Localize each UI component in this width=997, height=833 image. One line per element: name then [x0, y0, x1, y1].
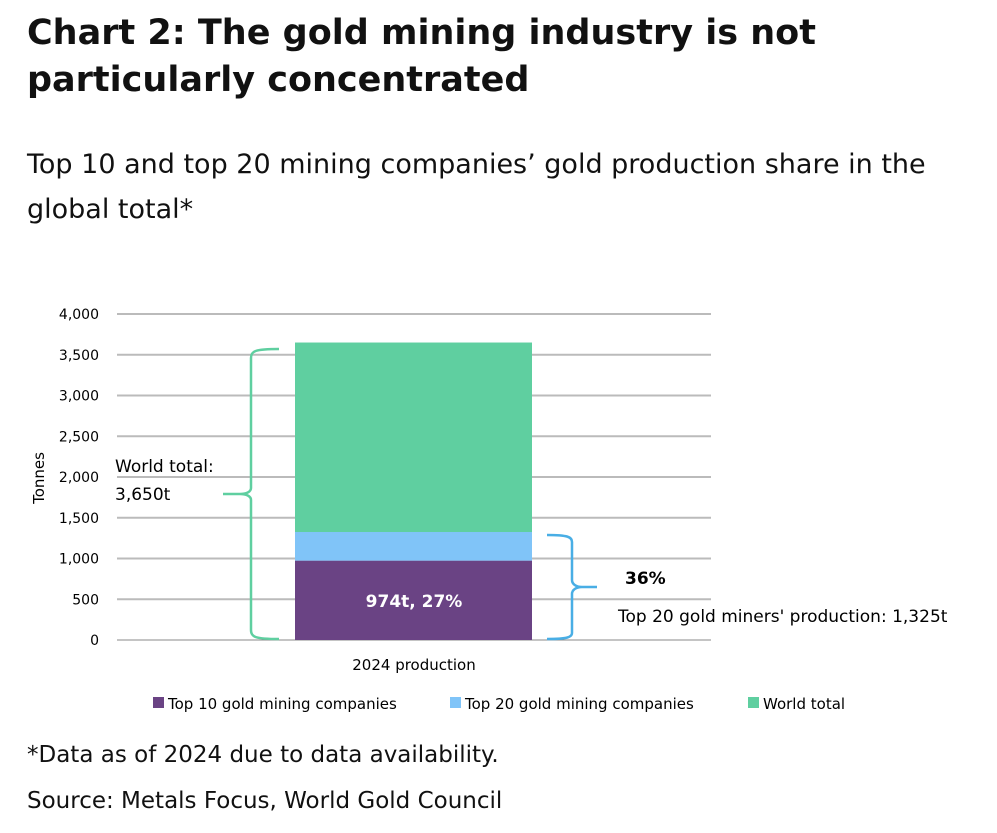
chart-title: Chart 2: The gold mining industry is not…	[27, 13, 816, 100]
y-tick-label: 2,000	[59, 470, 99, 486]
y-tick-label: 1,000	[59, 552, 99, 568]
y-tick-label: 2,500	[59, 429, 99, 445]
y-tick-label: 1,500	[59, 511, 99, 527]
legend-swatch	[450, 697, 461, 708]
footnote: *Data as of 2024 due to data availabilit…	[27, 742, 499, 768]
y-axis-label: Tonnes	[30, 452, 48, 505]
x-tick-label: 2024 production	[352, 656, 476, 674]
top20-percent: 36%	[625, 569, 666, 589]
y-tick-label: 500	[72, 592, 99, 608]
legend-label: Top 20 gold mining companies	[464, 695, 694, 713]
source-note: Source: Metals Focus, World Gold Council	[27, 788, 503, 814]
bar-data-label: 974t, 27%	[366, 592, 463, 612]
legend-swatch	[748, 697, 759, 708]
legend-swatch	[153, 697, 164, 708]
legend-label: World total	[763, 695, 845, 713]
chart-subtitle: Top 10 and top 20 mining companies’ gold…	[27, 149, 926, 225]
legend-label: Top 10 gold mining companies	[167, 695, 397, 713]
bar-segment-3	[295, 342, 532, 533]
y-tick-label: 4,000	[59, 307, 99, 323]
top20-brace	[546, 533, 597, 641]
y-tick-label: 3,500	[59, 348, 99, 364]
world-total-label: World total:	[115, 457, 214, 477]
y-tick-label: 0	[90, 633, 99, 649]
y-tick-label: 3,000	[59, 389, 99, 405]
world-total-value: 3,650t	[115, 485, 171, 505]
bar-segment-2	[295, 532, 532, 561]
top20-label: Top 20 gold miners' production: 1,325t	[617, 607, 948, 627]
world-total-brace	[223, 347, 280, 641]
bar-segment-1	[295, 560, 532, 640]
